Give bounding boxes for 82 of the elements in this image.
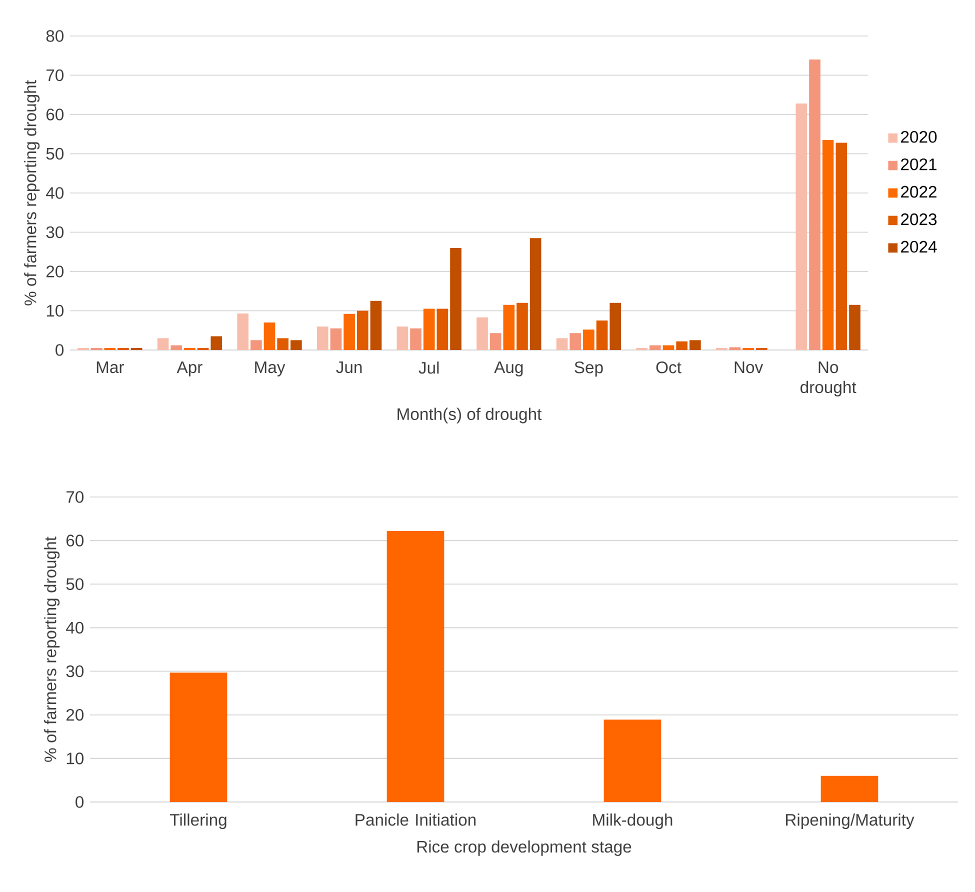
x-tick-label: No drought	[800, 362, 856, 396]
bar	[556, 338, 568, 350]
bar	[344, 314, 355, 350]
x-tick-label: Ripening/Maturity	[786, 813, 914, 830]
x-tick-label: Nov	[734, 362, 764, 374]
y-tick-label: 70	[66, 491, 84, 503]
x-tick-label: Milk-dough	[593, 813, 672, 830]
legend-label: 2023	[901, 213, 937, 226]
bar	[650, 345, 661, 350]
bar	[503, 304, 515, 350]
bar	[290, 340, 302, 350]
y-tick-label: 10	[66, 752, 84, 764]
bar	[330, 328, 342, 350]
bar	[264, 322, 276, 350]
x-tick-label: Sep	[574, 362, 603, 377]
bar	[386, 530, 444, 802]
bar	[836, 142, 848, 350]
bar	[250, 340, 262, 350]
bar	[423, 308, 435, 350]
y-tick-label: 0	[56, 344, 64, 356]
bar	[277, 338, 288, 350]
y-tick-label: 10	[46, 304, 64, 317]
y-tick-label: 50	[46, 148, 64, 160]
bar	[356, 310, 368, 350]
x-tick-label: Tillering	[170, 813, 226, 830]
y-tick-label: 30	[46, 226, 64, 238]
x-tick-label: Oct	[656, 362, 682, 374]
bar	[170, 345, 182, 350]
bar	[690, 340, 701, 350]
bar	[729, 347, 741, 350]
x-tick-label: Jul	[418, 361, 439, 374]
bar	[530, 238, 542, 350]
bar	[316, 326, 328, 350]
legend-label: 2024	[901, 240, 937, 253]
y-tick-label: 60	[46, 108, 64, 120]
x-tick-label: Mar	[96, 362, 124, 374]
bar	[570, 333, 582, 350]
y-axis-title: % of farmers reporting drought	[44, 536, 60, 762]
bar	[516, 302, 528, 350]
legend-label: 2020	[901, 130, 937, 143]
x-tick-label: May	[255, 362, 286, 376]
bar	[809, 60, 820, 350]
bar	[476, 317, 488, 350]
x-tick-label: Apr	[176, 362, 202, 376]
bar	[436, 308, 448, 350]
y-tick-label: 20	[66, 708, 84, 721]
bar	[596, 320, 608, 350]
y-tick-label: 40	[46, 187, 64, 199]
bar	[450, 248, 462, 350]
bar	[410, 328, 422, 350]
y-tick-label: 60	[66, 534, 84, 546]
y-tick-label: 80	[46, 30, 64, 42]
bar	[604, 720, 662, 802]
x-tick-label: Panicle Initiation	[356, 813, 476, 826]
y-tick-label: 20	[46, 266, 64, 278]
x-axis-title: Rice crop development stage	[417, 840, 632, 856]
legend-label: 2021	[901, 158, 936, 170]
x-axis-title: Month(s) of drought	[398, 408, 542, 424]
bar	[396, 326, 408, 350]
legend-label: 2022	[901, 186, 936, 198]
bar	[237, 313, 249, 350]
y-tick-label: 0	[76, 796, 84, 808]
bar	[610, 302, 622, 350]
y-tick-label: 30	[66, 665, 84, 678]
bar	[170, 672, 228, 802]
x-tick-label: Aug	[494, 362, 523, 376]
y-tick-label: 40	[66, 622, 84, 634]
x-tick-label: Jun	[336, 362, 362, 374]
bar	[822, 140, 834, 350]
bar	[820, 776, 878, 802]
bar	[157, 338, 169, 350]
bar	[676, 341, 688, 350]
bar	[849, 304, 860, 350]
bar	[370, 300, 382, 350]
y-tick-label: 50	[66, 578, 84, 590]
y-tick-label: 70	[46, 69, 64, 82]
bar	[662, 345, 674, 350]
bar	[210, 336, 222, 350]
y-axis-title: % of farmers reporting drought	[24, 80, 40, 306]
bar	[796, 104, 808, 350]
bar	[583, 330, 594, 350]
bar	[490, 333, 502, 350]
